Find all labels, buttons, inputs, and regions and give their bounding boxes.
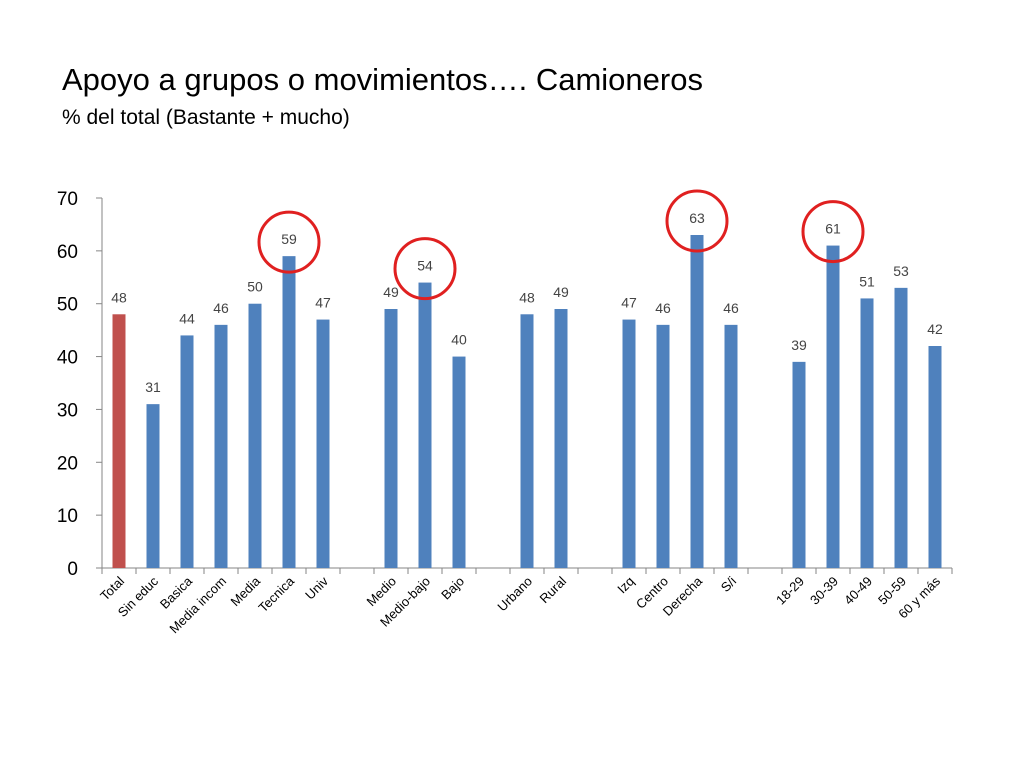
data-label: 50 — [247, 279, 263, 295]
data-label: 48 — [519, 289, 535, 305]
data-label: 39 — [791, 337, 807, 353]
bar-60-y-m-s — [928, 346, 942, 568]
y-tick-label: 0 — [67, 559, 78, 580]
bar-total — [112, 314, 126, 568]
data-label: 47 — [315, 295, 331, 311]
x-category-label: Total — [97, 573, 127, 603]
x-category-label: 30-39 — [807, 574, 841, 608]
bar-sin-educ — [146, 404, 160, 568]
x-category-label: Univ — [302, 573, 331, 602]
data-label: 51 — [859, 273, 875, 289]
data-label: 47 — [621, 295, 637, 311]
bar-medio — [384, 309, 398, 568]
x-category-label: Tecnica — [255, 573, 297, 615]
slide-subtitle: % del total (Bastante + mucho) — [62, 106, 350, 129]
bar-50-59 — [894, 287, 908, 568]
data-label: 46 — [723, 300, 739, 316]
highlight-circle — [393, 237, 457, 301]
highlight-circle — [801, 200, 865, 264]
bar-30-39 — [826, 245, 840, 569]
bar-media — [248, 303, 262, 568]
data-label: 40 — [451, 332, 467, 348]
data-label: 54 — [417, 258, 433, 274]
bar-centro — [656, 324, 670, 568]
y-tick-label: 40 — [57, 348, 78, 369]
bar-18-29 — [792, 361, 806, 568]
data-label: 49 — [553, 284, 569, 300]
data-label: 42 — [927, 321, 943, 337]
x-category-label: 40-49 — [841, 574, 875, 608]
bar-basica — [180, 335, 194, 568]
bar-media-incom — [214, 324, 228, 568]
data-label: 49 — [383, 284, 399, 300]
y-tick-label: 10 — [57, 506, 78, 527]
y-tick-label: 30 — [57, 400, 78, 421]
bar-medio-bajo — [418, 282, 432, 568]
x-category-label: Izq — [614, 574, 637, 597]
bar-bajo — [452, 356, 466, 568]
highlight-circle — [257, 210, 321, 274]
y-tick-label: 60 — [57, 242, 78, 263]
bar-izq — [622, 319, 636, 568]
bar-tecnica — [282, 256, 296, 568]
y-tick-label: 70 — [57, 189, 78, 210]
x-category-label: Bajo — [438, 574, 467, 603]
data-label: 59 — [281, 231, 297, 247]
x-category-label: S/i — [718, 573, 739, 594]
y-tick-label: 20 — [57, 453, 78, 474]
x-category-label: Rural — [537, 573, 570, 606]
bar-40-49 — [860, 298, 874, 568]
highlight-circle — [665, 189, 729, 253]
data-label: 53 — [893, 263, 909, 279]
x-category-label: Urbano — [494, 574, 535, 615]
bar-univ — [316, 319, 330, 568]
bar-derecha — [690, 235, 704, 568]
data-label: 46 — [655, 300, 671, 316]
data-label: 61 — [825, 221, 841, 237]
data-label: 63 — [689, 210, 705, 226]
data-label: 48 — [111, 289, 127, 305]
x-category-label: 18-29 — [773, 574, 807, 608]
bar-rural — [554, 309, 568, 568]
data-label: 44 — [179, 310, 195, 326]
y-tick-label: 50 — [57, 295, 78, 316]
data-label: 46 — [213, 300, 229, 316]
slide-title: Apoyo a grupos o movimientos…. Camionero… — [62, 62, 703, 97]
data-label: 31 — [145, 379, 161, 395]
bar-s-i — [724, 324, 738, 568]
bar-urbano — [520, 314, 534, 568]
